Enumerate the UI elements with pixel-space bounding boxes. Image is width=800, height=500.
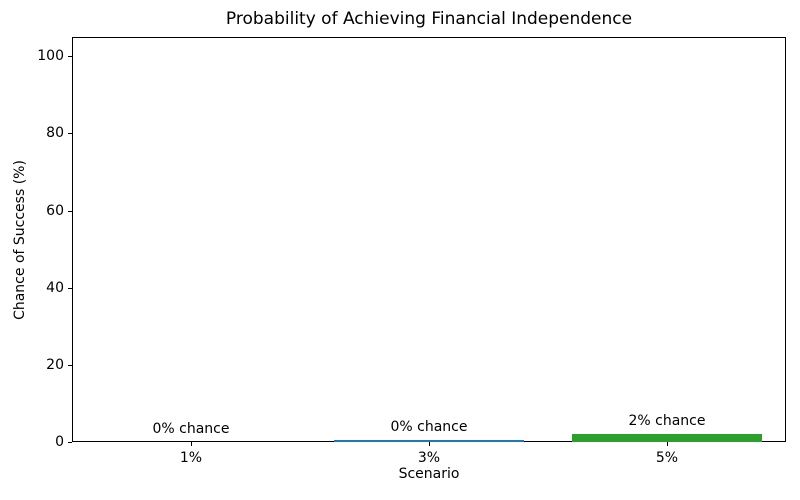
y-tick-mark	[68, 442, 72, 443]
bar	[572, 434, 762, 442]
chart-title: Probability of Achieving Financial Indep…	[225, 9, 633, 29]
x-tick-mark	[429, 442, 430, 446]
y-tick-mark	[68, 211, 72, 212]
y-tick-label: 0	[55, 434, 64, 450]
x-tick-label: 3%	[417, 450, 441, 466]
y-tick-mark	[68, 288, 72, 289]
x-tick-mark	[667, 442, 668, 446]
x-tick-label: 5%	[655, 450, 679, 466]
y-tick-label: 80	[46, 125, 64, 141]
plot-area	[72, 37, 786, 442]
y-tick-mark	[68, 133, 72, 134]
bar-value-label: 0% chance	[390, 419, 468, 435]
y-tick-mark	[68, 365, 72, 366]
x-axis-label: Scenario	[398, 466, 460, 482]
x-tick-label: 1%	[179, 450, 203, 466]
y-tick-mark	[68, 56, 72, 57]
bar-value-label: 0% chance	[152, 421, 230, 437]
bar-value-label: 2% chance	[628, 413, 706, 429]
bar	[334, 440, 524, 442]
y-tick-label: 40	[46, 280, 64, 296]
y-tick-label: 100	[37, 48, 64, 64]
y-tick-label: 60	[46, 203, 64, 219]
y-tick-label: 20	[46, 357, 64, 373]
x-tick-mark	[191, 442, 192, 446]
